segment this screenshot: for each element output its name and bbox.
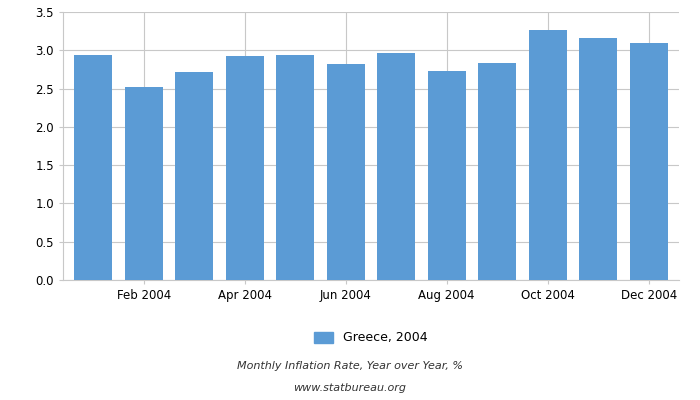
- Bar: [630, 43, 668, 280]
- Bar: [428, 71, 466, 280]
- Text: www.statbureau.org: www.statbureau.org: [293, 383, 407, 393]
- Bar: [327, 64, 365, 280]
- Legend: Greece, 2004: Greece, 2004: [309, 326, 433, 350]
- Bar: [528, 30, 567, 280]
- Bar: [74, 55, 112, 280]
- Bar: [276, 55, 314, 280]
- Bar: [175, 72, 214, 280]
- Bar: [226, 56, 264, 280]
- Text: Monthly Inflation Rate, Year over Year, %: Monthly Inflation Rate, Year over Year, …: [237, 361, 463, 371]
- Bar: [478, 63, 516, 280]
- Bar: [580, 38, 617, 280]
- Bar: [125, 87, 162, 280]
- Bar: [377, 53, 415, 280]
